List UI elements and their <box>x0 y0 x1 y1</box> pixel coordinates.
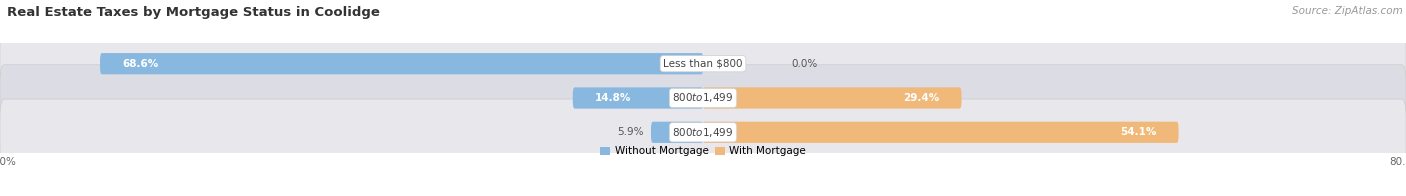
FancyBboxPatch shape <box>0 99 1406 166</box>
Text: 0.0%: 0.0% <box>790 59 817 69</box>
FancyBboxPatch shape <box>651 122 703 143</box>
FancyBboxPatch shape <box>703 122 1178 143</box>
Text: Source: ZipAtlas.com: Source: ZipAtlas.com <box>1292 6 1403 16</box>
Text: 54.1%: 54.1% <box>1121 127 1156 137</box>
FancyBboxPatch shape <box>572 87 703 109</box>
FancyBboxPatch shape <box>100 53 703 74</box>
Text: Real Estate Taxes by Mortgage Status in Coolidge: Real Estate Taxes by Mortgage Status in … <box>7 6 380 19</box>
Text: 68.6%: 68.6% <box>122 59 159 69</box>
FancyBboxPatch shape <box>0 30 1406 97</box>
Text: $800 to $1,499: $800 to $1,499 <box>672 92 734 104</box>
Text: 29.4%: 29.4% <box>903 93 939 103</box>
Text: 5.9%: 5.9% <box>617 127 644 137</box>
Legend: Without Mortgage, With Mortgage: Without Mortgage, With Mortgage <box>600 146 806 156</box>
Text: 14.8%: 14.8% <box>595 93 631 103</box>
Text: Less than $800: Less than $800 <box>664 59 742 69</box>
Text: $800 to $1,499: $800 to $1,499 <box>672 126 734 139</box>
FancyBboxPatch shape <box>703 87 962 109</box>
FancyBboxPatch shape <box>0 65 1406 131</box>
